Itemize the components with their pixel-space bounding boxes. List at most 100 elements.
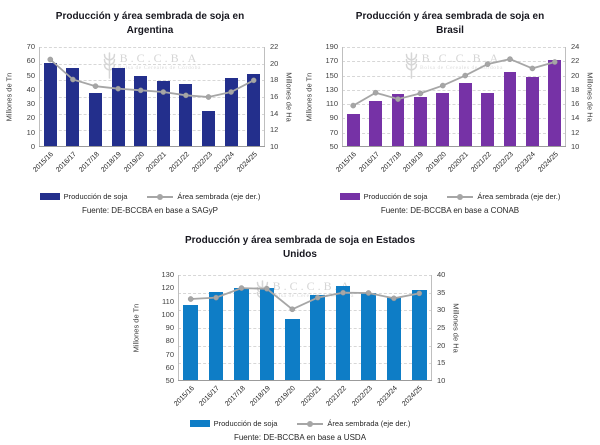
bar-2024-25 [548,59,562,147]
right-axis-tick: 14 [571,113,580,123]
line-marker-icon [416,290,423,297]
line-marker-icon [238,285,245,291]
left-axis-tick: 10 [26,127,35,137]
axis-line-bottom [178,380,432,381]
chart-brasil: Producción y área sembrada de soja en Br… [301,4,599,222]
legend: Producción de soja Área sembrada (eje de… [1,192,299,201]
gridline [342,118,566,120]
left-axis-tick: 50 [329,142,338,151]
legend-bar-label: Producción de soja [363,192,428,201]
left-axis-tick: 70 [165,349,174,359]
bar-2015-16 [346,114,360,147]
source-note: Fuente: DE-BCCBA en base a SAGyP [81,206,219,215]
gridline [342,132,566,134]
line-marker-icon [183,92,189,99]
gridline [178,328,432,329]
chart-argentina: Producción y área sembrada de soja en Ar… [1,4,299,222]
right-axis-tick: 12 [571,127,580,137]
gridline [39,80,265,82]
right-axis-tick: 12 [270,125,279,135]
left-axis-tick: 50 [26,70,35,80]
area-sembrada-line [187,285,423,313]
gridline [39,47,265,48]
right-axis-tick: 16 [571,99,580,109]
gridline [342,104,566,106]
bar-2018-19 [413,96,427,147]
left-axis-tick: 170 [325,56,338,66]
bar-2019-20 [134,76,148,147]
right-axis-tick: 20 [571,70,580,80]
right-axis-tick: 15 [437,358,446,368]
bar-2016-17 [208,292,224,381]
left-axis-title: Millones de Tn [131,303,141,353]
line-marker-icon [440,82,446,89]
gridline [342,47,566,48]
axis-line-right [264,47,265,147]
gridline [178,275,432,276]
left-axis-tick: 120 [161,283,174,293]
left-axis-tick: 60 [26,56,35,66]
left-axis-tick: 110 [326,99,338,109]
bar-2019-20 [284,318,300,381]
line-marker-icon [289,306,296,313]
right-axis-tick: 30 [437,305,446,315]
bar-2024-25 [247,74,261,147]
axis-line-left [342,47,343,147]
right-axis-tick: 18 [571,84,580,94]
right-axis-tick: 25 [437,323,446,332]
left-axis-tick: 70 [329,127,338,137]
left-axis-tick: 150 [325,70,338,80]
left-axis-tick: 80 [165,336,174,346]
line-marker-icon [365,290,372,296]
bar-2020-21 [156,80,170,147]
right-axis-tick: 18 [270,75,279,85]
axis-line-bottom [39,146,265,147]
right-axis-tick: 16 [270,92,279,101]
gridline [342,75,566,77]
axis-line-left [39,47,40,147]
left-axis-tick: 60 [165,362,174,372]
legend-bar-swatch [339,193,360,200]
line-marker-icon [47,56,54,63]
right-axis-tick: 20 [437,340,446,350]
line-marker-icon [137,87,144,94]
area-sembrada-line [350,56,558,109]
axis-line-right [431,275,432,381]
legend-bar-label: Producción de soja [213,419,278,428]
left-axis-tick: 130 [161,270,174,279]
chart-title: Producción y área sembrada de soja en Es… [184,235,416,260]
left-axis-tick: 70 [26,42,35,51]
bar-2023-24 [224,78,238,147]
gridline [39,113,265,115]
legend: Producción de soja Área sembrada (eje de… [301,192,599,201]
left-axis-tick: 100 [161,309,174,319]
line-marker-icon [462,72,468,79]
chart-title: Producción y área sembrada de soja en Br… [355,11,545,36]
legend-line-swatch [447,193,474,200]
area-sembrada-line [47,56,257,100]
source-note: Fuente: DE-BCCBA en base a CONAB [380,206,520,215]
right-axis-tick: 22 [571,56,580,66]
legend-line-label: Área sembrada (eje der.) [477,192,561,201]
right-axis-tick: 40 [437,270,446,279]
right-axis-title: Millones de Ha [284,72,294,122]
gridline [342,61,566,63]
chart-title: Producción y área sembrada de soja en Ar… [55,11,245,36]
left-axis-tick: 30 [26,99,35,109]
bar-2017-18 [234,288,249,381]
left-axis-title: Millones de Tn [4,72,14,122]
left-axis-tick: 190 [325,42,338,51]
left-axis-title: Millones de Tn [304,72,314,122]
bar-2021-22 [179,84,193,147]
line-marker-icon [228,89,234,95]
left-axis-tick: 0 [30,142,35,151]
line-marker-icon [115,85,121,92]
left-axis-tick: 40 [26,84,35,94]
right-axis-tick: 22 [270,42,279,51]
line-marker-icon [250,77,257,84]
right-axis-tick: 35 [437,287,446,297]
bar-2022-23 [361,293,376,381]
gridline [178,363,432,365]
